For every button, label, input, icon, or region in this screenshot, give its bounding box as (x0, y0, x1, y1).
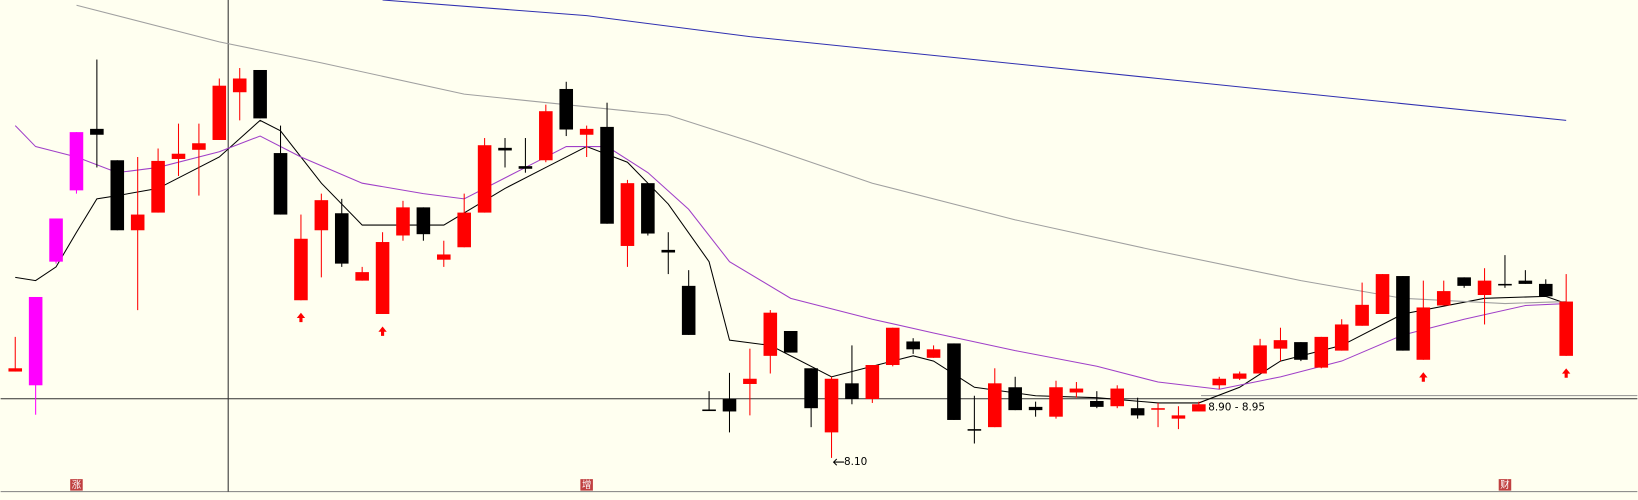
candle-body (1314, 336, 1329, 368)
candle-body (865, 365, 880, 400)
candle-body (1559, 301, 1573, 356)
candle-body (130, 214, 145, 231)
signal-arrow (1419, 372, 1428, 382)
candle-body (1416, 307, 1431, 360)
candle-body (457, 212, 471, 248)
annotation-label: 8.90 - 8.95 (1208, 401, 1265, 413)
candle-body (1028, 406, 1043, 411)
candle-body (1049, 387, 1063, 417)
candle-body (1151, 408, 1165, 410)
candle-body (110, 160, 125, 231)
annotation-label: 8.10 (844, 456, 867, 468)
signal-arrow (1562, 368, 1571, 378)
candle-body (212, 85, 227, 140)
candle-body (334, 213, 349, 264)
candle-body (1396, 276, 1410, 351)
candle-body (967, 429, 982, 431)
candle-body (885, 327, 900, 366)
candle-body (1008, 387, 1022, 411)
candle-body (1273, 340, 1288, 349)
event-marker (1498, 479, 1512, 491)
candle-body (804, 368, 818, 409)
candle-body (1069, 388, 1084, 393)
candle-body (1334, 324, 1349, 351)
candles (8, 59, 1573, 458)
candle-body (661, 249, 676, 253)
candle-body (498, 147, 512, 151)
signal-arrow (378, 326, 387, 336)
candle-body (314, 200, 329, 231)
candle-body (926, 349, 941, 358)
event-marker (580, 479, 593, 491)
candle-body (1498, 283, 1512, 286)
annotations: 8.10 8.90 - 8.95 涨 增 财 (70, 312, 1571, 491)
candle-body (1171, 415, 1186, 419)
candle-body (1294, 342, 1308, 360)
candle-body (253, 69, 267, 119)
candle-body (49, 218, 63, 262)
candle-body (69, 132, 84, 191)
candle-body (702, 409, 716, 412)
event-marker-label: 财 (1500, 479, 1509, 491)
candle-body (1477, 280, 1492, 296)
candle-body (437, 254, 451, 260)
candle-body (763, 312, 778, 356)
candle-body (681, 285, 696, 335)
candle-body (1375, 274, 1390, 314)
candle-body (151, 160, 165, 213)
candle-body (783, 330, 798, 353)
candle-body (1457, 277, 1471, 286)
candle-body (1212, 378, 1227, 386)
candle-body (294, 238, 308, 301)
candle-body (600, 126, 614, 224)
candle-body (1538, 283, 1553, 297)
candle-body (579, 128, 594, 135)
candle-body (8, 368, 23, 372)
candle-body (28, 296, 43, 386)
candle-body (559, 88, 574, 130)
candle-body (1232, 373, 1247, 379)
candle-body (539, 111, 553, 161)
candle-body (1518, 280, 1533, 284)
candle-body (824, 378, 839, 433)
candle-body (1355, 304, 1369, 326)
candle-body (416, 207, 431, 235)
candle-body (1253, 345, 1267, 374)
event-marker (70, 479, 83, 491)
moving-average-line (382, 0, 1567, 121)
candle-body (1130, 408, 1145, 416)
moving-average-line (15, 119, 1567, 404)
candle-body (90, 128, 104, 135)
candle-body (641, 183, 655, 234)
candle-body (1090, 400, 1104, 407)
candle-body (355, 272, 369, 281)
candle-body (1436, 291, 1451, 306)
candle-body (273, 153, 288, 215)
candle-body (518, 166, 533, 169)
candle-body (375, 242, 390, 314)
candle-body (232, 78, 247, 93)
candle-body (845, 383, 859, 400)
candle-body (743, 378, 757, 384)
candle-body (171, 153, 186, 159)
event-marker-label: 增 (582, 479, 591, 491)
event-marker-label: 涨 (72, 480, 82, 491)
candle-body (1192, 404, 1206, 412)
candle-body (906, 341, 920, 350)
annotation-arrow (832, 458, 845, 466)
candle-body (192, 143, 206, 150)
candle-body (987, 383, 1002, 428)
candle-body (1110, 388, 1125, 407)
candle-body (722, 399, 737, 412)
candle-body (620, 183, 635, 246)
candle-body (947, 343, 961, 420)
candle-body (396, 207, 410, 236)
candle-body (477, 145, 492, 213)
signal-arrow (296, 312, 306, 323)
